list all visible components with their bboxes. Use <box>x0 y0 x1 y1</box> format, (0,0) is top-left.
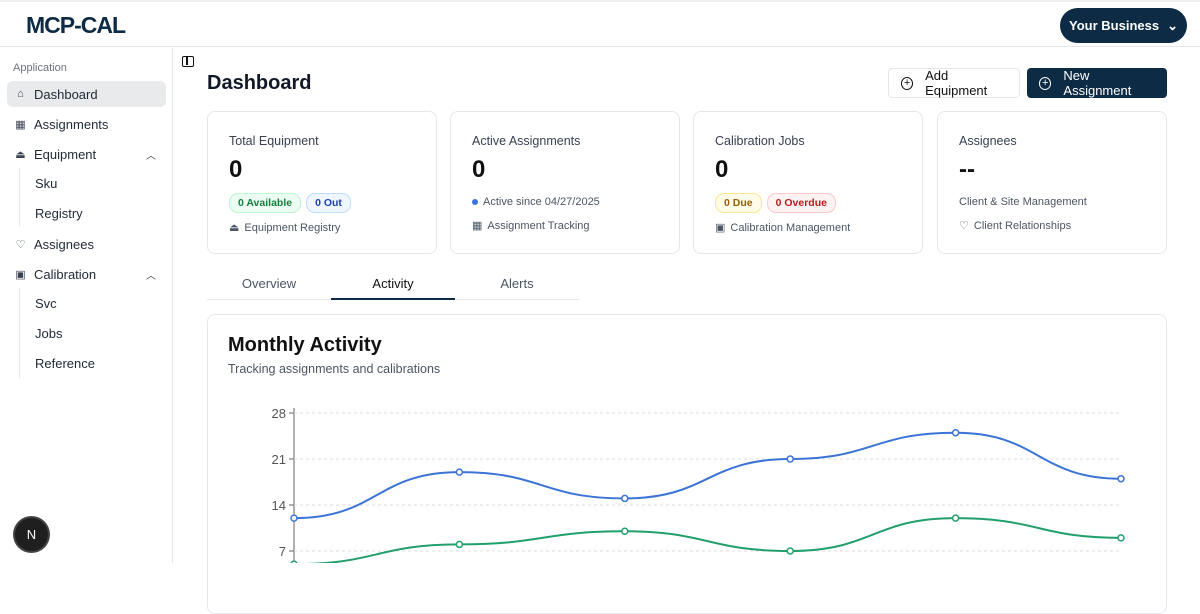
data-point <box>621 494 629 503</box>
plus-circle-icon: + <box>901 76 914 90</box>
data-point <box>621 527 629 536</box>
tab-activity[interactable]: Activity <box>331 269 455 300</box>
card-status: Active since 04/27/2025 <box>483 196 600 208</box>
sidebar-item-dashboard[interactable]: ⌂ Dashboard <box>7 81 166 107</box>
business-switcher[interactable]: Your Business ⌄ <box>1060 8 1187 43</box>
sidebar-item-label: Calibration <box>34 266 97 282</box>
monthly-activity-panel: Monthly Activity Tracking assignments an… <box>207 314 1167 614</box>
add-equipment-button[interactable]: + Add Equipment <box>888 68 1020 98</box>
activity-line-chart: 7 14 21 28 <box>272 406 1125 563</box>
calibration-jobs-card: Calibration Jobs 0 0 Due 0 Overdue ▣ Calib… <box>693 111 923 254</box>
tab-overview[interactable]: Overview <box>241 276 297 291</box>
sidebar: Application ⌂ Dashboard ▦ Assignments ⏏ Equ… <box>0 48 173 563</box>
card-value: -- <box>959 156 975 183</box>
card-footer: Client Relationships <box>973 219 1072 232</box>
handshake-icon: ♡ <box>959 220 969 232</box>
card-title: Total Equipment <box>229 134 319 148</box>
card-footer: Equipment Registry <box>244 221 341 234</box>
new-assignment-button[interactable]: + New Assignment <box>1027 68 1167 98</box>
assignees-card: Assignees -- Client & Site Management ♡ C… <box>937 111 1167 254</box>
data-point <box>455 468 464 476</box>
sidebar-item-label: Assignments <box>34 116 109 132</box>
y-tick-label: 7 <box>279 544 286 559</box>
clipboard-check-icon: ▣ <box>715 222 726 234</box>
sidebar-item-equipment[interactable]: ⏏ Equipment ︿ <box>7 141 166 167</box>
card-value: 0 <box>715 156 729 183</box>
overdue-badge: 0 Overdue <box>766 193 836 213</box>
card-value: 0 <box>472 156 486 183</box>
y-tick-label: 21 <box>272 452 286 467</box>
series-line <box>293 431 1122 520</box>
sidebar-item-sku[interactable]: Sku <box>35 176 58 191</box>
sidebar-item-reference[interactable]: Reference <box>35 356 95 371</box>
due-badge: 0 Due <box>715 193 762 213</box>
sidebar-item-jobs[interactable]: Jobs <box>35 326 63 341</box>
data-point <box>951 428 960 437</box>
sidebar-item-label: Assignees <box>34 236 94 252</box>
tab-alerts[interactable]: Alerts <box>500 276 534 291</box>
y-tick-label: 28 <box>272 406 286 421</box>
hard-hat-icon: ⏏ <box>15 148 26 161</box>
available-badge: 0 Available <box>229 193 302 213</box>
sidebar-section-label: Application <box>13 62 67 74</box>
y-tick-label: 14 <box>272 498 286 513</box>
button-label: Add Equipment <box>925 68 988 98</box>
card-title: Assignees <box>959 134 1017 148</box>
tab-bar: Overview Activity Alerts <box>207 269 580 300</box>
calendar-clock-icon: ▦ <box>15 118 26 131</box>
calendar-clock-icon: ▦ <box>472 220 483 232</box>
data-point <box>455 540 464 549</box>
data-point <box>1117 474 1125 483</box>
hard-hat-icon: ⏏ <box>229 222 240 234</box>
business-label: Your Business <box>1069 18 1160 33</box>
sidebar-item-assignments[interactable]: ▦ Assignments <box>7 111 166 137</box>
handshake-icon: ♡ <box>15 238 26 251</box>
sidebar-item-calibration[interactable]: ▣ Calibration ︿ <box>7 261 166 287</box>
card-footer: Calibration Management <box>730 221 851 234</box>
logo: MCP-CAL <box>26 12 126 38</box>
data-point <box>786 547 794 555</box>
out-badge: 0 Out <box>306 193 351 213</box>
total-equipment-card: Total Equipment 0 0 Available 0 Out ⏏ Equi… <box>207 111 437 254</box>
chevron-up-icon: ︿ <box>146 150 156 162</box>
chevron-up-icon: ︿ <box>146 270 156 282</box>
avatar[interactable]: N <box>15 518 48 551</box>
chart-title: Monthly Activity <box>228 334 382 356</box>
top-bar: MCP-CAL Your Business ⌄ <box>0 0 1200 47</box>
plus-circle-icon: + <box>1039 76 1052 90</box>
card-footer: Assignment Tracking <box>487 219 590 232</box>
page-title: Dashboard <box>207 72 312 94</box>
button-label: New Assignment <box>1063 68 1132 98</box>
sidebar-item-svc[interactable]: Svc <box>35 296 57 311</box>
card-subtitle: Client & Site Management <box>959 196 1087 208</box>
data-point <box>951 514 960 522</box>
status-dot-icon <box>472 199 478 205</box>
card-title: Calibration Jobs <box>715 134 805 148</box>
card-title: Active Assignments <box>472 134 581 148</box>
clipboard-check-icon: ▣ <box>15 268 26 281</box>
data-point <box>786 455 794 463</box>
divider <box>19 168 20 226</box>
series-line <box>302 517 1122 563</box>
data-point <box>290 514 298 522</box>
active-assignments-card: Active Assignments 0 Active since 04/27/… <box>450 111 680 254</box>
data-point <box>1117 534 1125 542</box>
sidebar-item-registry[interactable]: Registry <box>35 206 83 221</box>
sidebar-item-label: Equipment <box>34 146 97 162</box>
chart-subtitle: Tracking assignments and calibrations <box>228 362 441 376</box>
divider <box>19 288 20 378</box>
sidebar-item-assignees[interactable]: ♡ Assignees <box>7 231 166 257</box>
card-value: 0 <box>229 156 243 183</box>
sidebar-item-label: Dashboard <box>34 86 98 102</box>
chevron-down-icon: ⌄ <box>1167 17 1178 33</box>
sidebar-toggle-icon[interactable] <box>182 56 194 67</box>
home-icon: ⌂ <box>17 88 24 100</box>
